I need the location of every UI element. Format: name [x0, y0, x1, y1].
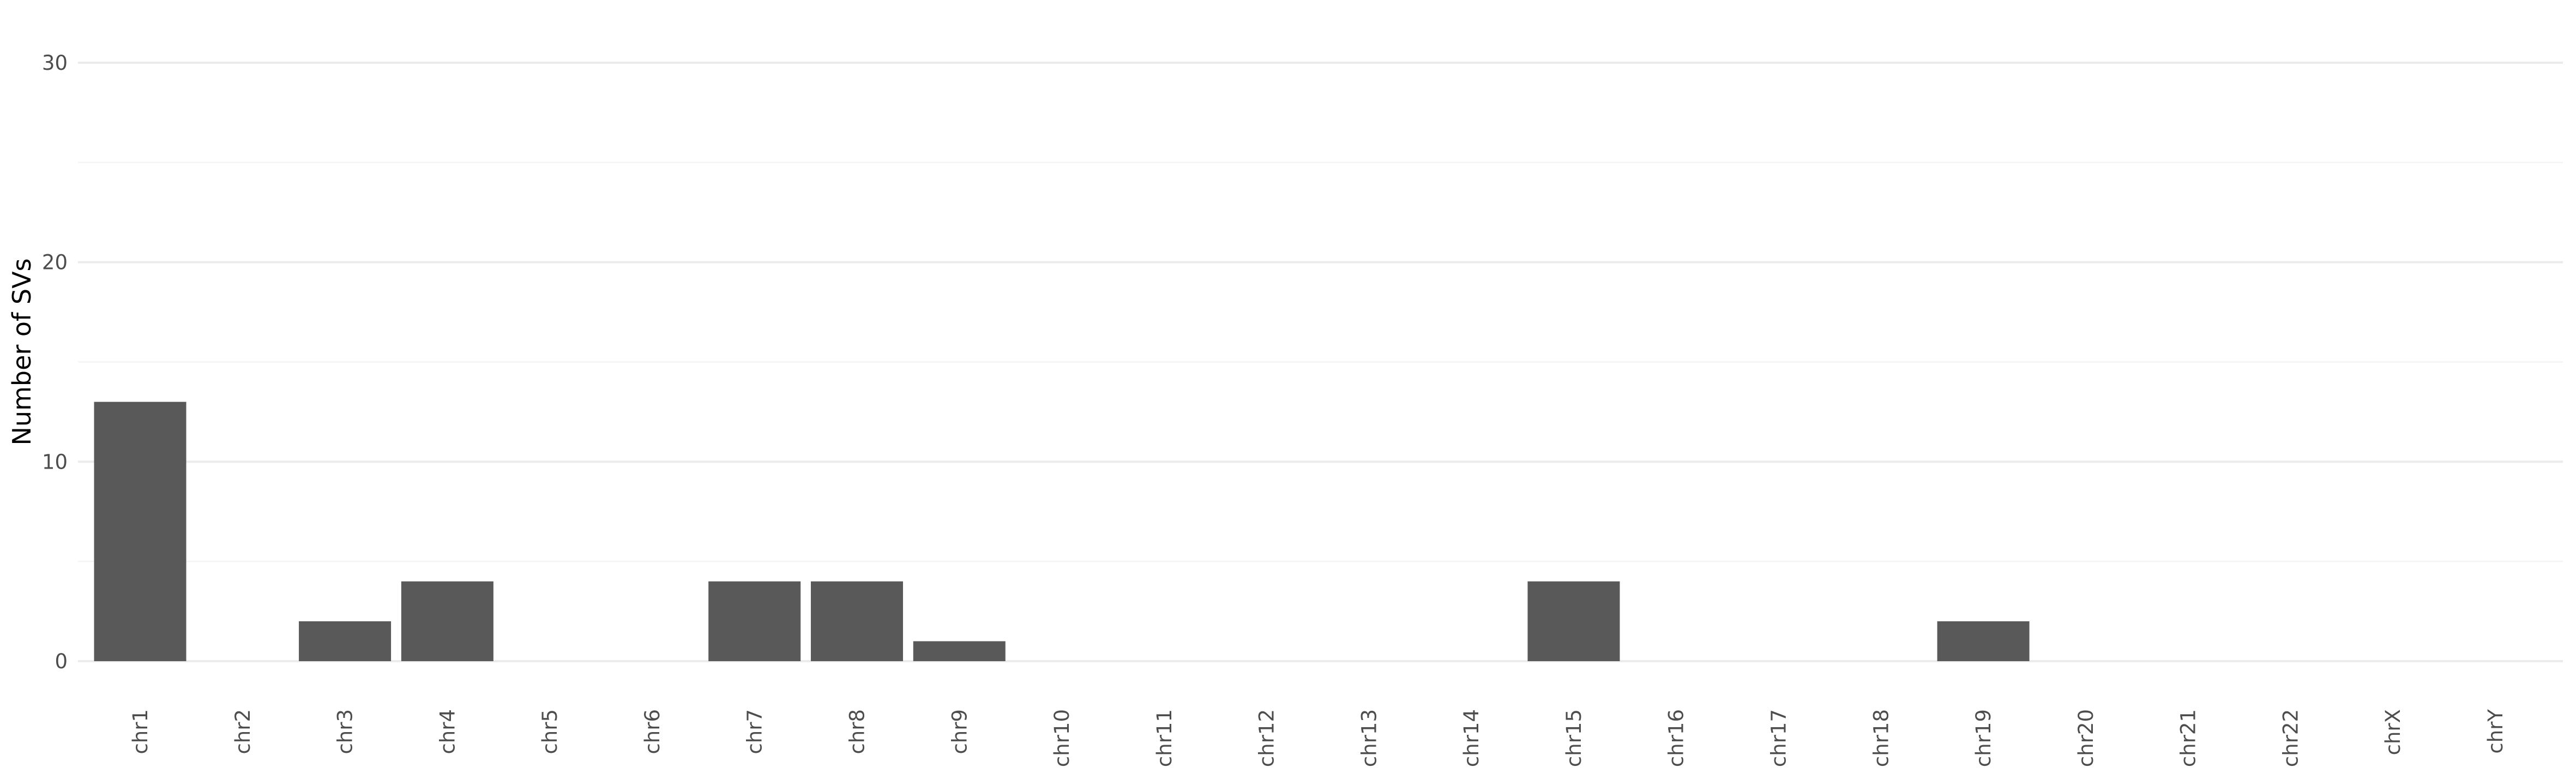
- x-tick-label: chr7: [743, 709, 767, 754]
- x-tick-label: chrY: [2484, 709, 2507, 754]
- x-tick-label: chr12: [1255, 709, 1279, 767]
- x-tick-label: chr19: [1972, 709, 1995, 767]
- bar-chr7: [708, 581, 801, 661]
- y-tick-label: 0: [55, 650, 68, 673]
- x-axis-ticks: chr1 chr2 chr3 chr4 chr5 chr6 chr7 chr8 chr9 chr1…: [129, 709, 2507, 767]
- x-tick-label: chr6: [641, 709, 664, 754]
- bar-chr1: [94, 402, 186, 661]
- x-tick-label: chr9: [948, 709, 971, 754]
- bar-chr9: [913, 641, 1006, 661]
- y-tick-label: 20: [42, 251, 68, 274]
- x-tick-label: chr10: [1050, 709, 1074, 767]
- x-tick-label: chr2: [231, 709, 255, 754]
- x-tick-label: chr17: [1767, 709, 1791, 767]
- y-axis-label: Number of SVs: [7, 258, 37, 445]
- x-tick-label: chr4: [436, 709, 459, 754]
- x-tick-label: chr22: [2279, 709, 2302, 767]
- x-tick-label: chrX: [2381, 709, 2405, 755]
- x-tick-label: chr1: [129, 709, 152, 754]
- x-tick-label: chr14: [1460, 709, 1483, 767]
- y-tick-label: 30: [42, 51, 68, 75]
- bar-chr3: [299, 621, 392, 661]
- bar-chr19: [1937, 621, 2030, 661]
- x-tick-label: chr16: [1665, 709, 1688, 767]
- x-tick-label: chr20: [2074, 709, 2098, 767]
- x-tick-label: chr21: [2177, 709, 2200, 767]
- x-tick-label: chr15: [1562, 709, 1586, 767]
- y-tick-label: 10: [42, 450, 68, 474]
- gridlines: [78, 62, 2563, 662]
- y-axis-ticks: 0 10 20 30: [42, 51, 68, 673]
- x-tick-label: chr3: [334, 709, 357, 754]
- x-tick-label: chr8: [845, 709, 869, 754]
- x-tick-label: chr11: [1153, 709, 1176, 767]
- bar-chr15: [1527, 581, 1620, 661]
- x-tick-label: chr5: [538, 709, 562, 754]
- x-tick-label: chr18: [1869, 709, 1893, 767]
- bars: [94, 402, 2030, 661]
- bar-chr4: [401, 581, 493, 661]
- x-tick-label: chr13: [1357, 709, 1381, 767]
- bar-chr8: [810, 581, 903, 661]
